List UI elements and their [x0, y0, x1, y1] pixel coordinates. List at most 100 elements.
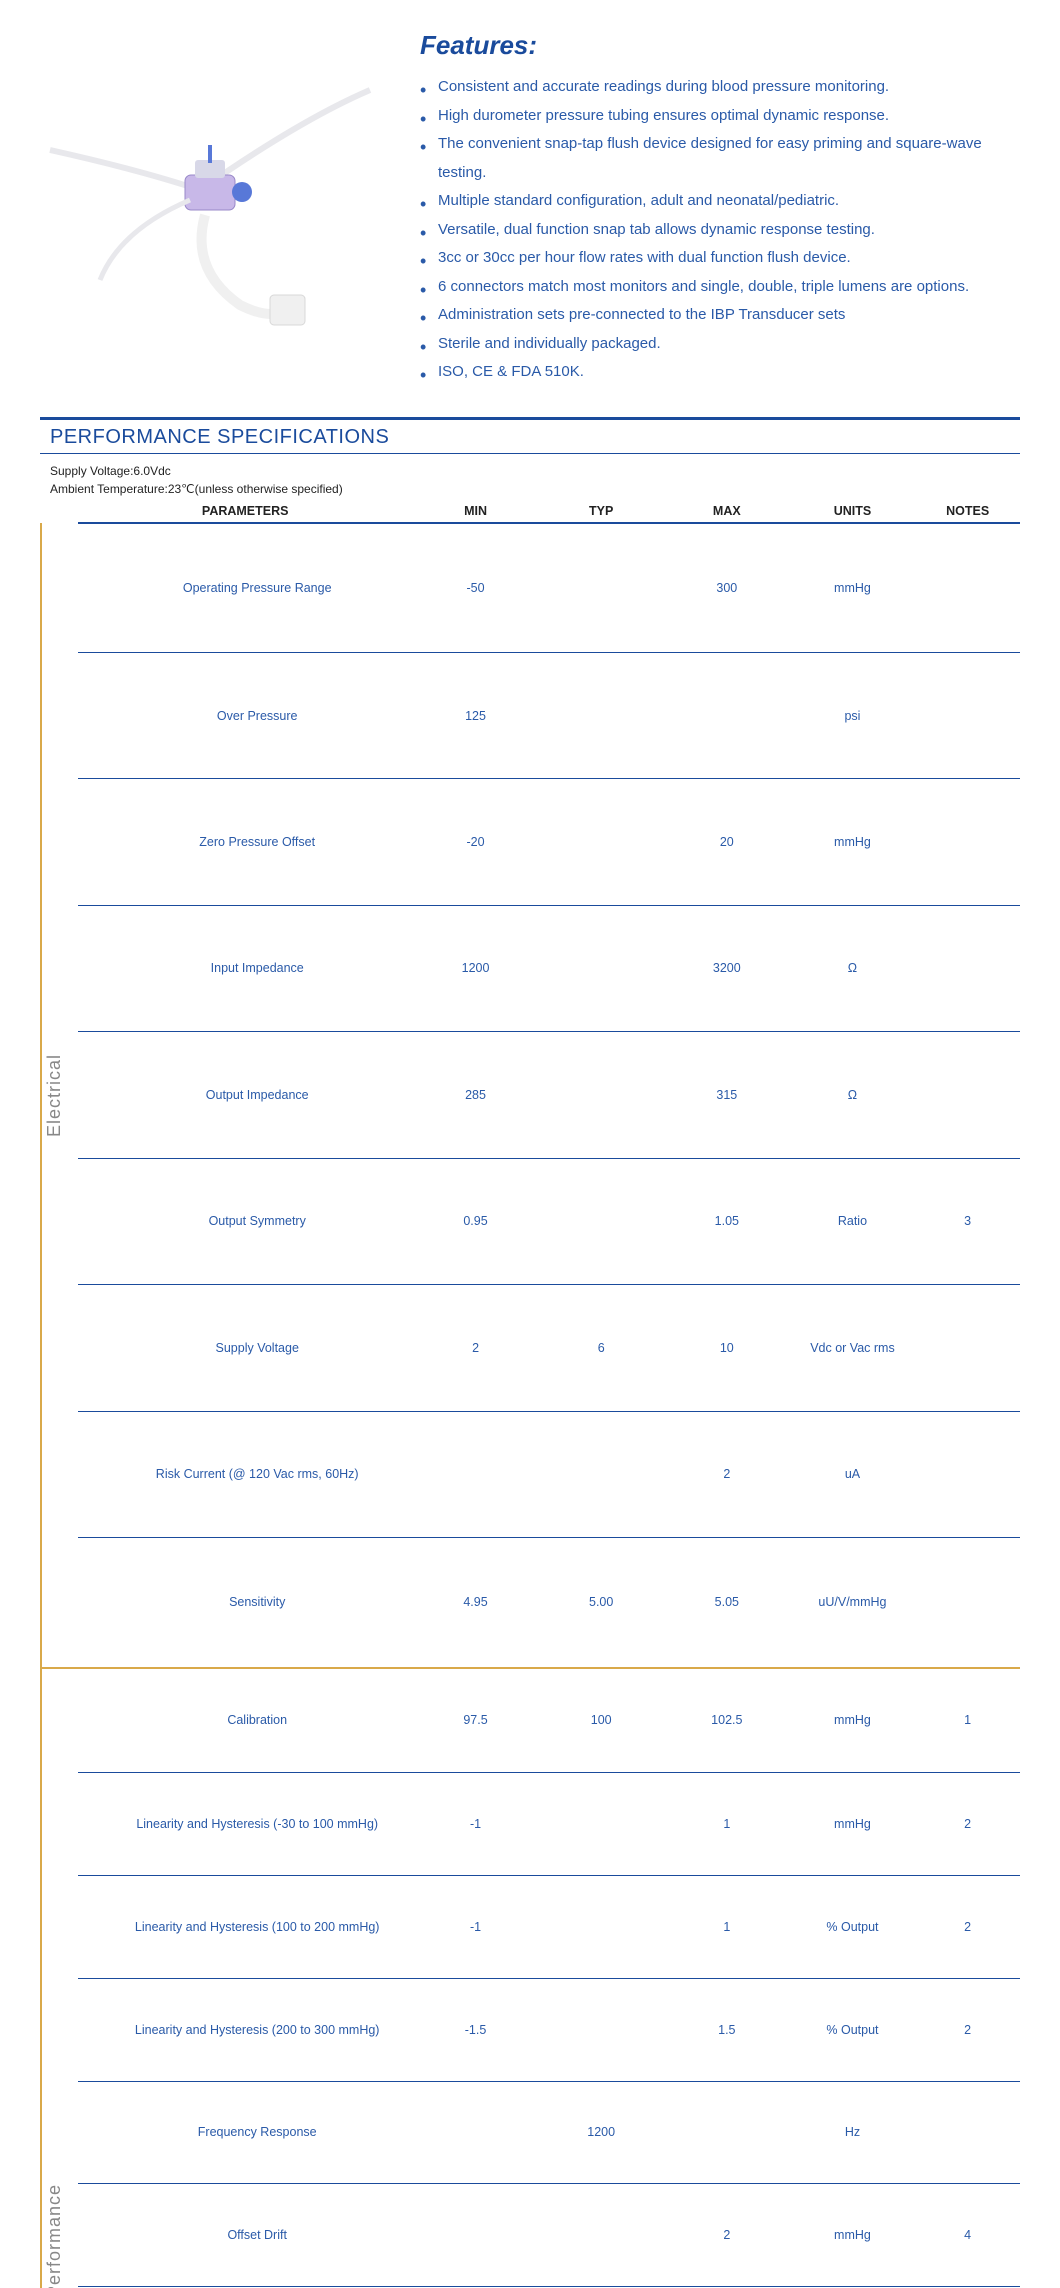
top-section: Features: Consistent and accurate readin… — [40, 30, 1020, 387]
cell-notes: 2 — [915, 1773, 1020, 1876]
cell-units: % Output — [790, 1876, 916, 1979]
cell-max: 5.05 — [664, 1538, 790, 1668]
cell-notes: 2 — [915, 1876, 1020, 1979]
th-max: MAX — [664, 500, 790, 523]
cell-typ — [538, 1032, 664, 1158]
table-row: Frequency Response1200Hz — [40, 2081, 1020, 2184]
cell-units: psi — [790, 652, 916, 778]
th-notes: NOTES — [915, 500, 1020, 523]
cell-param: Linearity and Hysteresis (-30 to 100 mmH… — [78, 1773, 413, 1876]
cell-max: 2 — [664, 2184, 790, 2287]
table-row: Thermal Span Shift-0.10.1%/℃5 — [40, 2286, 1020, 2288]
cell-typ — [538, 1158, 664, 1284]
table-row: Over Pressure125 psi — [40, 652, 1020, 778]
cell-typ — [538, 1773, 664, 1876]
cell-max: 3200 — [664, 905, 790, 1031]
cell-notes — [915, 1411, 1020, 1537]
table-row: PerformanceCalibration97.5100102.5mmHg1 — [40, 1668, 1020, 1773]
cell-typ: 100 — [538, 1668, 664, 1773]
cell-max: 1.5 — [664, 1978, 790, 2081]
cell-param: Operating Pressure Range — [78, 523, 413, 653]
cell-min — [413, 1411, 539, 1537]
section-label-cell: Performance — [40, 1668, 78, 2288]
table-row: Risk Current (@ 120 Vac rms, 60Hz)2uA — [40, 1411, 1020, 1537]
table-row: Supply Voltage2610Vdc or Vac rms — [40, 1285, 1020, 1411]
cell-notes — [915, 905, 1020, 1031]
features-title: Features: — [420, 30, 1020, 61]
cell-param: Frequency Response — [78, 2081, 413, 2184]
cell-param: Supply Voltage — [78, 1285, 413, 1411]
cell-typ — [538, 652, 664, 778]
feature-item: 6 connectors match most monitors and sin… — [420, 273, 1020, 302]
table-row: Linearity and Hysteresis (-30 to 100 mmH… — [40, 1773, 1020, 1876]
cell-max: 102.5 — [664, 1668, 790, 1773]
cell-notes: 1 — [915, 1668, 1020, 1773]
cell-notes — [915, 1538, 1020, 1668]
feature-item: ISO, CE & FDA 510K. — [420, 358, 1020, 387]
cell-param: Linearity and Hysteresis (200 to 300 mmH… — [78, 1978, 413, 2081]
cell-units: Vdc or Vac rms — [790, 1285, 916, 1411]
cell-typ — [538, 2286, 664, 2288]
cell-notes — [915, 1032, 1020, 1158]
cell-typ — [538, 1978, 664, 2081]
cell-typ — [538, 2184, 664, 2287]
section-label-cell: Electrical — [40, 523, 78, 1668]
cell-units: Hz — [790, 2081, 916, 2184]
table-row: Linearity and Hysteresis (200 to 300 mmH… — [40, 1978, 1020, 2081]
cell-typ — [538, 523, 664, 653]
cell-min: -50 — [413, 523, 539, 653]
spec-meta-voltage: Supply Voltage:6.0Vdc — [50, 462, 1020, 480]
table-row: Output Impedance285315Ω — [40, 1032, 1020, 1158]
cell-max: 315 — [664, 1032, 790, 1158]
cell-units: mmHg — [790, 1668, 916, 1773]
feature-item: High durometer pressure tubing ensures o… — [420, 102, 1020, 131]
cell-max: 10 — [664, 1285, 790, 1411]
cell-units: Ω — [790, 905, 916, 1031]
cell-typ — [538, 1876, 664, 1979]
th-min: MIN — [413, 500, 539, 523]
cell-units: mmHg — [790, 2184, 916, 2287]
table-row: Output Symmetry0.951.05Ratio3 — [40, 1158, 1020, 1284]
feature-item: Consistent and accurate readings during … — [420, 73, 1020, 102]
cell-max: 2 — [664, 1411, 790, 1537]
cell-min: 4.95 — [413, 1538, 539, 1668]
spec-table: PARAMETERS MIN TYP MAX UNITS NOTES Elect… — [40, 500, 1020, 2288]
features-block: Features: Consistent and accurate readin… — [420, 30, 1020, 387]
cell-max — [664, 2081, 790, 2184]
cell-notes: 4 — [915, 2184, 1020, 2287]
cell-min: -1 — [413, 1773, 539, 1876]
cell-min — [413, 2081, 539, 2184]
cell-max — [664, 652, 790, 778]
spec-top-rule — [40, 417, 1020, 420]
section-label: Electrical — [40, 523, 67, 1667]
cell-units: %/℃ — [790, 2286, 916, 2288]
cell-param: Output Impedance — [78, 1032, 413, 1158]
cell-param: Offset Drift — [78, 2184, 413, 2287]
cell-min: 125 — [413, 652, 539, 778]
cell-units: uU/V/mmHg — [790, 1538, 916, 1668]
table-row: Linearity and Hysteresis (100 to 200 mmH… — [40, 1876, 1020, 1979]
cell-units: Ω — [790, 1032, 916, 1158]
product-image — [40, 30, 380, 330]
th-units: UNITS — [790, 500, 916, 523]
table-row: Offset Drift 2mmHg4 — [40, 2184, 1020, 2287]
cell-min: -1 — [413, 1876, 539, 1979]
cell-min: -20 — [413, 779, 539, 905]
cell-max: 1.05 — [664, 1158, 790, 1284]
cell-min: 1200 — [413, 905, 539, 1031]
cell-min: -1.5 — [413, 1978, 539, 2081]
cell-notes — [915, 2081, 1020, 2184]
feature-item: 3cc or 30cc per hour flow rates with dua… — [420, 244, 1020, 273]
cell-min — [413, 2184, 539, 2287]
cell-param: Over Pressure — [78, 652, 413, 778]
cell-param: Thermal Span Shift — [78, 2286, 413, 2288]
spec-section: PERFORMANCE SPECIFICATIONS Supply Voltag… — [40, 417, 1020, 2288]
cell-max: 20 — [664, 779, 790, 905]
section-label: Performance — [40, 1669, 67, 2288]
cell-notes: 2 — [915, 1978, 1020, 2081]
cell-max: 1 — [664, 1773, 790, 1876]
cell-param: Zero Pressure Offset — [78, 779, 413, 905]
cell-typ: 5.00 — [538, 1538, 664, 1668]
cell-notes — [915, 652, 1020, 778]
cell-notes: 5 — [915, 2286, 1020, 2288]
